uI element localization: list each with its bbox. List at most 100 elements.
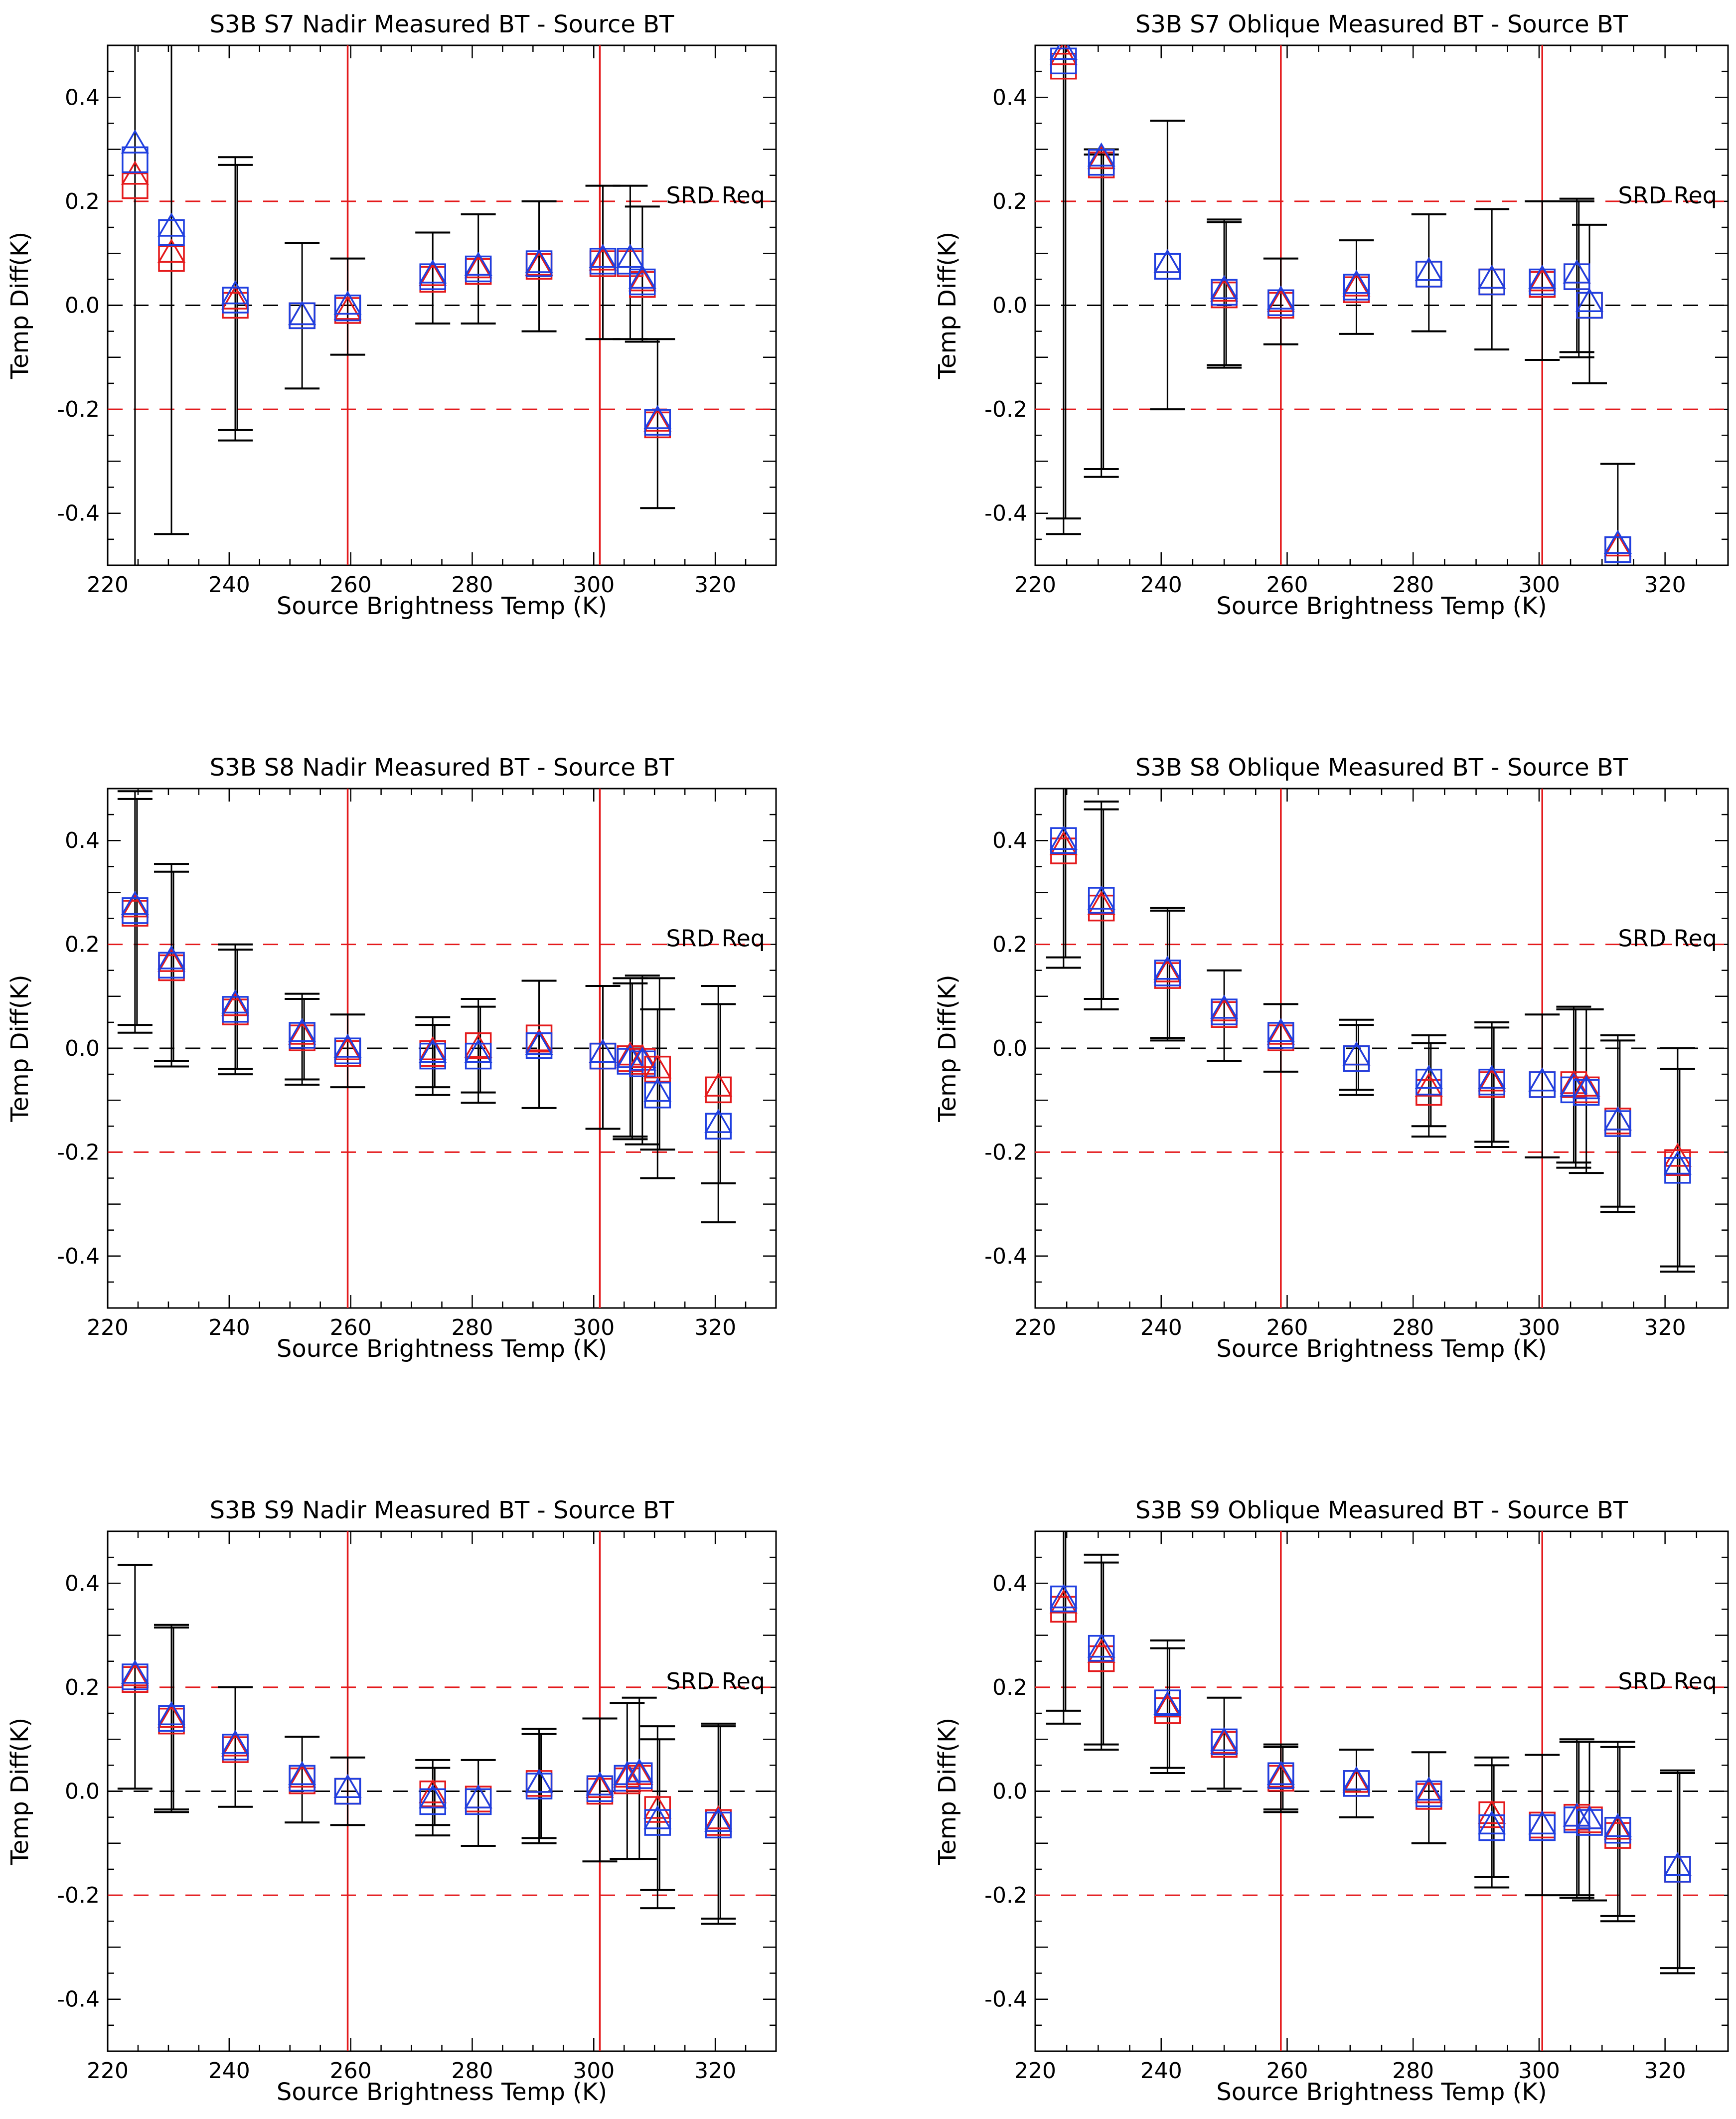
data-point-blue-square (1576, 1809, 1603, 1836)
data-point-red-triangle (704, 1805, 733, 1829)
data-point-blue-triangle (628, 1046, 656, 1071)
y-tick-label: -0.4 (57, 1987, 100, 2012)
data-point-blue-triangle (1049, 825, 1078, 850)
data-point-red-triangle (1153, 958, 1182, 982)
y-tick-label: 0.4 (65, 1571, 100, 1596)
data-point-blue-triangle (1087, 1633, 1115, 1658)
data-point-blue-triangle (704, 1807, 733, 1832)
data-point-red-triangle (586, 1774, 614, 1798)
x-tick-label: 300 (1518, 2058, 1560, 2084)
data-point-blue-square (419, 1788, 446, 1815)
data-point-blue-square (644, 1082, 671, 1109)
data-point-blue-square (1154, 1689, 1181, 1716)
x-tick-label: 260 (330, 1315, 372, 1340)
data-point-blue-triangle (628, 264, 656, 289)
data-point-blue-square (1604, 1816, 1631, 1844)
data-point-blue-triangle (1603, 529, 1632, 554)
chart-panel-2: S3B S7 Oblique Measured BT - Source BT 22… (934, 10, 1729, 620)
srd-requirement-label: SRD Req (1618, 1668, 1717, 1695)
data-point-blue-square (1573, 1079, 1600, 1106)
x-tick-label: 300 (573, 1315, 615, 1340)
data-point-red-triangle (221, 992, 250, 1016)
data-point-blue-triangle (1153, 1690, 1182, 1715)
data-point-red-triangle (221, 1732, 250, 1757)
data-point-blue-triangle (419, 1038, 447, 1063)
data-point-red-triangle (1087, 890, 1115, 915)
x-tick-label: 320 (1644, 2058, 1686, 2084)
data-point-blue-square (589, 248, 617, 275)
y-tick-label: 0.0 (65, 1779, 100, 1804)
data-point-blue-triangle (1603, 1813, 1632, 1837)
data-point-blue-square (334, 294, 361, 322)
data-point-red-triangle (157, 948, 186, 972)
data-point-blue-triangle (333, 291, 362, 315)
data-point-red-triangle (589, 246, 617, 271)
data-point-blue-square (1604, 536, 1631, 563)
data-point-blue-square (222, 996, 249, 1023)
data-point-blue-triangle (1210, 1727, 1239, 1752)
data-point-blue-triangle (525, 1031, 553, 1055)
plot-data-layer (108, 1531, 776, 2051)
y-tick-label: -0.4 (984, 1987, 1027, 2012)
data-point-blue-triangle (1603, 1106, 1632, 1131)
data-point-blue-triangle (1266, 285, 1295, 310)
data-point-blue-triangle (464, 1038, 492, 1063)
srd-requirement-label: SRD Req (1618, 925, 1717, 952)
data-point-red-triangle (1049, 45, 1078, 65)
data-point-blue-triangle (1210, 275, 1239, 299)
data-point-blue-square (334, 1037, 361, 1064)
y-tick-label: 0.2 (65, 932, 100, 958)
data-point-blue-square (158, 219, 185, 246)
data-point-blue-triangle (157, 212, 186, 237)
data-point-red-triangle (464, 1033, 492, 1058)
data-point-blue-triangle (1342, 1766, 1371, 1791)
data-point-blue-square (1267, 1022, 1294, 1049)
data-point-blue-triangle (586, 1771, 614, 1795)
data-point-red-triangle (1478, 1799, 1506, 1824)
data-point-blue-triangle (704, 1109, 733, 1133)
data-point-blue-triangle (1478, 264, 1506, 289)
y-tick-label: 0.2 (65, 1675, 100, 1700)
data-point-blue-triangle (288, 1018, 316, 1042)
data-point-blue-triangle (157, 1701, 186, 1726)
data-point-blue-square (222, 1734, 249, 1761)
x-tick-label: 280 (451, 1315, 493, 1340)
data-point-blue-triangle (589, 244, 617, 268)
data-point-red-triangle (157, 238, 186, 263)
data-point-blue-triangle (1342, 1041, 1371, 1066)
data-point-blue-square (1416, 261, 1442, 288)
data-point-red-triangle (221, 285, 250, 310)
plot-frame (107, 44, 777, 566)
chart-title: S3B S9 Oblique Measured BT - Source BT (1135, 1496, 1628, 1524)
x-tick-label: 260 (1266, 572, 1308, 598)
data-point-red-triangle (1210, 1730, 1239, 1754)
y-tick-label: -0.2 (984, 1883, 1027, 1908)
data-point-blue-square (1416, 1780, 1442, 1807)
data-point-red-triangle (525, 1028, 553, 1053)
y-tick-label: -0.2 (57, 1140, 100, 1165)
data-point-blue-square (1211, 279, 1238, 306)
data-point-blue-triangle (1575, 1805, 1604, 1829)
data-point-red-triangle (1415, 1779, 1443, 1803)
data-point-red-triangle (1572, 1072, 1600, 1097)
data-point-blue-triangle (121, 890, 149, 915)
data-point-red-triangle (1087, 1638, 1115, 1663)
data-point-red-triangle (1342, 272, 1371, 297)
data-point-blue-square (1576, 292, 1603, 319)
data-point-blue-triangle (464, 1784, 492, 1808)
data-point-red-triangle (121, 893, 149, 918)
data-point-blue-square (1154, 960, 1181, 986)
data-point-red-triangle (628, 267, 656, 292)
data-point-red-triangle (1603, 532, 1632, 557)
x-tick-label: 300 (573, 572, 615, 598)
data-point-blue-triangle (464, 251, 492, 276)
data-point-blue-triangle (1663, 1150, 1692, 1175)
plot-data-layer (1035, 45, 1728, 565)
data-point-red-triangle (419, 1036, 447, 1060)
data-point-blue-square (1478, 1068, 1505, 1096)
y-tick-label: -0.4 (57, 1244, 100, 1269)
data-point-blue-triangle (333, 1033, 362, 1058)
data-point-blue-square (1529, 1814, 1556, 1841)
x-tick-label: 280 (1392, 2058, 1434, 2084)
data-point-blue-square (1343, 1770, 1370, 1797)
